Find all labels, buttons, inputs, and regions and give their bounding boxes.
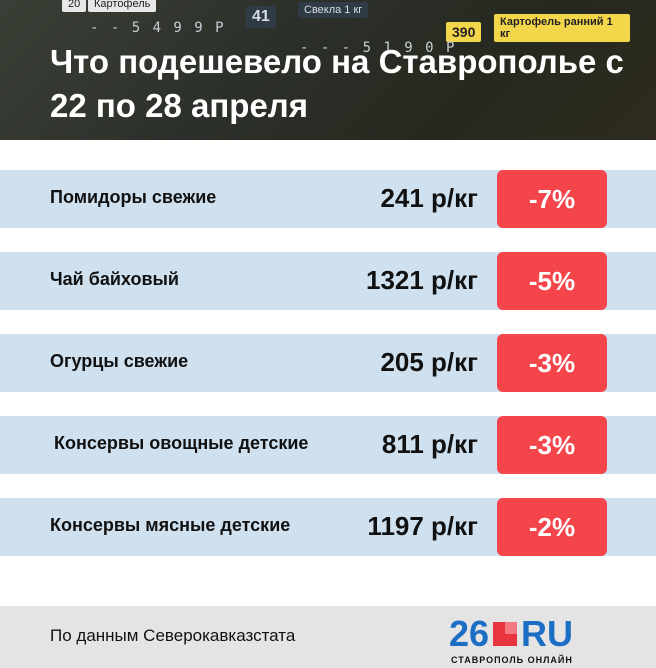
- product-price: 811 р/кг: [381, 429, 478, 459]
- photo-price: - - - 5 1 9 0 Р: [300, 40, 457, 56]
- photo-price-tag: Картофель ранний 1 кг: [494, 14, 630, 42]
- header-banner: 20 Картофель 41 Свекла 1 кг 390 Картофел…: [0, 0, 656, 140]
- price-row: Огурцы свежие 205 р/кг -3%: [0, 334, 656, 392]
- change-badge: -3%: [497, 334, 607, 392]
- price-row: Чай байховый 1321 р/кг -5%: [0, 252, 656, 310]
- product-name: Огурцы свежие: [50, 351, 189, 371]
- product-name: Чай байховый: [50, 269, 179, 289]
- price-row: Консервы мясные детские 1197 р/кг -2%: [0, 498, 656, 556]
- logo-domain: RU: [521, 613, 574, 654]
- change-badge: -5%: [497, 252, 607, 310]
- photo-price-tag: 390: [446, 22, 482, 42]
- change-badge: -7%: [497, 170, 607, 228]
- logo-subtitle: СТАВРОПОЛЬ ОНЛАЙН: [451, 655, 573, 665]
- product-price: 241 р/кг: [380, 183, 478, 213]
- photo-price-tag: 41: [246, 6, 276, 28]
- footer: По данным Северокавказстата 26 RU СТАВРО…: [0, 606, 656, 668]
- logo-square-icon: [493, 622, 518, 646]
- change-badge: -3%: [497, 416, 607, 474]
- photo-price-tag: Картофель: [88, 0, 157, 12]
- logo-number: 26: [449, 613, 490, 654]
- product-name: Консервы мясные детские: [50, 515, 291, 535]
- change-badge: -2%: [497, 498, 607, 556]
- data-source: По данным Северокавказстата: [50, 626, 296, 645]
- photo-price-tag: Свекла 1 кг: [298, 2, 369, 18]
- product-price: 205 р/кг: [380, 347, 478, 377]
- photo-price-tag: 20: [62, 0, 87, 12]
- product-name: Помидоры свежие: [50, 187, 217, 207]
- price-row: Консервы овощные детские 811 р/кг -3%: [0, 416, 656, 474]
- product-price: 1197 р/кг: [367, 511, 478, 541]
- product-name: Консервы овощные детские: [54, 433, 309, 453]
- photo-price: - - 5 4 9 9 Р: [90, 20, 226, 36]
- price-row: Помидоры свежие 241 р/кг -7%: [0, 170, 656, 228]
- product-price: 1321 р/кг: [365, 265, 478, 295]
- page-title: Что подешевело на Ставрополье с 22 по 28…: [50, 43, 624, 124]
- site-logo[interactable]: 26 RU СТАВРОПОЛЬ ОНЛАЙН: [449, 613, 609, 666]
